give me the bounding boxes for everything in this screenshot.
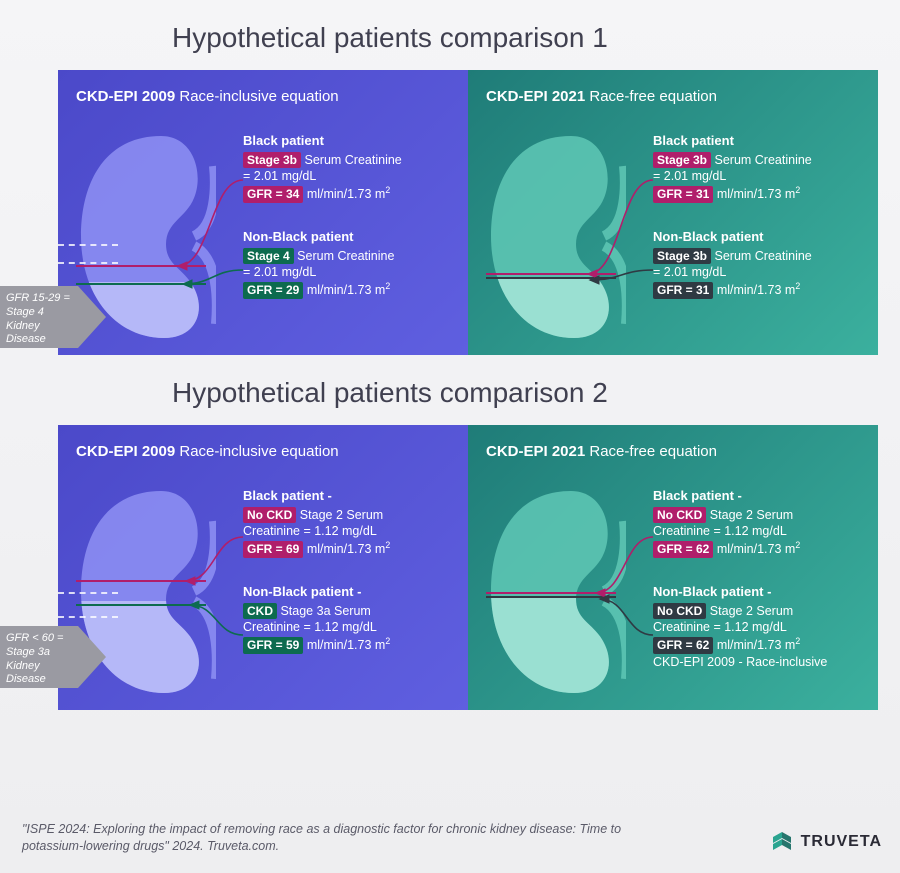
patient-block: Non-Black patient Stage 3b Serum Creatin…	[653, 228, 863, 299]
gfr-line: GFR = 31 ml/min/1.73 m2	[653, 185, 863, 203]
patient-block: Non-Black patient - CKD Stage 3a Serum C…	[243, 583, 453, 654]
gfr-badge: GFR = 34	[243, 186, 303, 202]
citation-text: "ISPE 2024: Exploring the impact of remo…	[22, 821, 662, 855]
gfr-line: GFR = 34 ml/min/1.73 m2	[243, 185, 453, 203]
patient-label: Black patient	[243, 132, 453, 150]
gfr-line: GFR = 59 ml/min/1.73 m2	[243, 636, 453, 654]
panel-row: CKD-EPI 2009 Race-inclusive equation Bla…	[58, 70, 878, 355]
patient-label: Non-Black patient -	[243, 583, 453, 601]
panel-left: CKD-EPI 2009 Race-inclusive equation Bla…	[58, 425, 468, 710]
guide-dash	[58, 616, 118, 618]
panel-heading: CKD-EPI 2021 Race-free equation	[486, 88, 864, 105]
patient-block: Black patient - No CKD Stage 2 Serum Cre…	[243, 487, 453, 558]
panel-heading: CKD-EPI 2021 Race-free equation	[486, 443, 864, 460]
panel-heading: CKD-EPI 2009 Race-inclusive equation	[76, 88, 454, 105]
creatinine-line: Creatinine = 1.12 mg/dL	[653, 523, 863, 540]
panel-row: CKD-EPI 2009 Race-inclusive equation Bla…	[58, 425, 878, 710]
creatinine-line: Creatinine = 1.12 mg/dL	[653, 619, 863, 636]
stage-badge: Stage 3b	[653, 152, 711, 168]
stage-badge: No CKD	[653, 603, 706, 619]
patient-label: Non-Black patient	[653, 228, 863, 246]
patient-block: Non-Black patient - No CKD Stage 2 Serum…	[653, 583, 863, 671]
patient-block: Non-Black patient Stage 4 Serum Creatini…	[243, 228, 453, 299]
gfr-badge: GFR = 31	[653, 186, 713, 202]
logo: TRUVETA	[769, 829, 882, 855]
kidney-icon	[476, 481, 626, 691]
guide-dash	[58, 244, 118, 246]
guide-dash	[58, 592, 118, 594]
footer: "ISPE 2024: Exploring the impact of remo…	[22, 821, 882, 855]
section-title: Hypothetical patients comparison 2	[172, 377, 900, 409]
gfr-badge: GFR = 62	[653, 637, 713, 653]
gfr-line: GFR = 62 ml/min/1.73 m2	[653, 540, 863, 558]
panel-right: CKD-EPI 2021 Race-free equation Black pa…	[468, 425, 878, 710]
logo-mark-icon	[769, 829, 795, 855]
gfr-badge: GFR = 29	[243, 282, 303, 298]
side-arrow-label: GFR < 60 = Stage 3a Kidney Disease	[6, 632, 78, 687]
side-arrow: GFR 15-29 = Stage 4 Kidney Disease	[0, 282, 100, 350]
stage-line: Stage 4 Serum Creatinine	[243, 248, 453, 265]
logo-text: TRUVETA	[801, 833, 882, 851]
creatinine-line: = 2.01 mg/dL	[653, 264, 863, 281]
creatinine-line: Creatinine = 1.12 mg/dL	[243, 619, 453, 636]
stage-badge: Stage 3b	[243, 152, 301, 168]
creatinine-line: = 2.01 mg/dL	[243, 168, 453, 185]
gfr-badge: GFR = 69	[243, 541, 303, 557]
stage-line: CKD Stage 3a Serum	[243, 603, 453, 620]
creatinine-line: = 2.01 mg/dL	[653, 168, 863, 185]
patient-label: Black patient -	[653, 487, 863, 505]
stage-badge: Stage 4	[243, 248, 294, 264]
creatinine-line: Creatinine = 1.12 mg/dL	[243, 523, 453, 540]
stage-line: No CKD Stage 2 Serum	[653, 603, 863, 620]
patient-label: Non-Black patient -	[653, 583, 863, 601]
stage-line: No CKD Stage 2 Serum	[653, 507, 863, 524]
stage-line: Stage 3b Serum Creatinine	[653, 248, 863, 265]
section-title: Hypothetical patients comparison 1	[172, 22, 900, 54]
side-arrow: GFR < 60 = Stage 3a Kidney Disease	[0, 622, 100, 690]
gfr-line: GFR = 31 ml/min/1.73 m2	[653, 281, 863, 299]
extra-note: CKD-EPI 2009 - Race-inclusive	[653, 654, 863, 671]
panel-heading: CKD-EPI 2009 Race-inclusive equation	[76, 443, 454, 460]
patient-block: Black patient Stage 3b Serum Creatinine …	[243, 132, 453, 203]
patient-block: Black patient - No CKD Stage 2 Serum Cre…	[653, 487, 863, 558]
kidney-icon	[476, 126, 626, 336]
gfr-badge: GFR = 59	[243, 637, 303, 653]
stage-badge: No CKD	[243, 507, 296, 523]
guide-dash	[58, 262, 118, 264]
comparison-section: Hypothetical patients comparison 1 CKD-E…	[0, 22, 900, 355]
patient-label: Black patient -	[243, 487, 453, 505]
stage-badge: Stage 3b	[653, 248, 711, 264]
panel-right: CKD-EPI 2021 Race-free equation Black pa…	[468, 70, 878, 355]
gfr-badge: GFR = 62	[653, 541, 713, 557]
patient-label: Black patient	[653, 132, 863, 150]
gfr-line: GFR = 29 ml/min/1.73 m2	[243, 281, 453, 299]
gfr-line: GFR = 62 ml/min/1.73 m2	[653, 636, 863, 654]
stage-badge: No CKD	[653, 507, 706, 523]
comparison-section: Hypothetical patients comparison 2 CKD-E…	[0, 377, 900, 710]
stage-line: Stage 3b Serum Creatinine	[653, 152, 863, 169]
gfr-line: GFR = 69 ml/min/1.73 m2	[243, 540, 453, 558]
stage-badge: CKD	[243, 603, 277, 619]
stage-line: Stage 3b Serum Creatinine	[243, 152, 453, 169]
gfr-badge: GFR = 31	[653, 282, 713, 298]
creatinine-line: = 2.01 mg/dL	[243, 264, 453, 281]
stage-line: No CKD Stage 2 Serum	[243, 507, 453, 524]
patient-block: Black patient Stage 3b Serum Creatinine …	[653, 132, 863, 203]
patient-label: Non-Black patient	[243, 228, 453, 246]
panel-left: CKD-EPI 2009 Race-inclusive equation Bla…	[58, 70, 468, 355]
side-arrow-label: GFR 15-29 = Stage 4 Kidney Disease	[6, 292, 78, 347]
